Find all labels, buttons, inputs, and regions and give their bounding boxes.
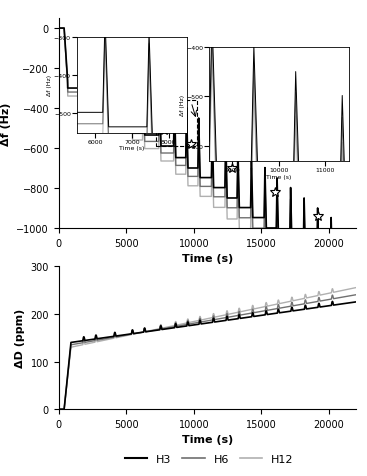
Bar [156, 101, 197, 147]
Y-axis label: ΔD (ppm): ΔD (ppm) [15, 308, 25, 367]
Y-axis label: Δf (Hz): Δf (Hz) [47, 75, 52, 96]
Y-axis label: Δf (Hz): Δf (Hz) [179, 94, 185, 115]
X-axis label: Time (s): Time (s) [182, 435, 233, 445]
Legend: H3, H6, H12: H3, H6, H12 [120, 449, 298, 468]
Y-axis label: Δf (Hz): Δf (Hz) [1, 102, 11, 145]
X-axis label: Time (s): Time (s) [266, 174, 292, 179]
X-axis label: Time (s): Time (s) [119, 146, 145, 151]
X-axis label: Time (s): Time (s) [182, 254, 233, 264]
